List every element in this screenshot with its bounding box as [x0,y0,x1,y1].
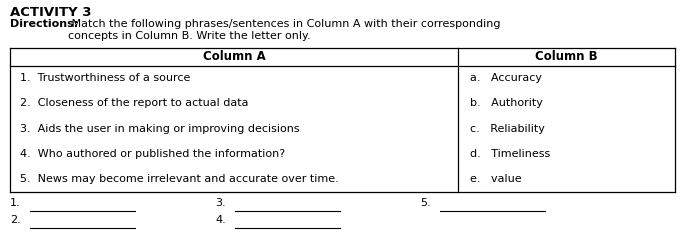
Text: 2.  Closeness of the report to actual data: 2. Closeness of the report to actual dat… [20,99,249,108]
Text: 1.: 1. [10,198,21,208]
Text: 5.: 5. [420,198,431,208]
Text: Column A: Column A [203,50,265,63]
Text: e.   value: e. value [470,174,521,184]
Text: b.   Authority: b. Authority [470,99,543,108]
Text: 1.  Trustworthiness of a source: 1. Trustworthiness of a source [20,73,190,83]
Text: 3.: 3. [215,198,225,208]
Text: 4.: 4. [215,215,226,225]
Text: 4.  Who authored or published the information?: 4. Who authored or published the informa… [20,149,285,159]
Text: ACTIVITY 3: ACTIVITY 3 [10,6,92,19]
Text: Match the following phrases/sentences in Column A with their corresponding
conce: Match the following phrases/sentences in… [68,19,500,41]
Text: a.   Accuracy: a. Accuracy [470,73,542,83]
Text: 2.: 2. [10,215,21,225]
Text: c.   Reliability: c. Reliability [470,124,545,134]
Text: 5.  News may become irrelevant and accurate over time.: 5. News may become irrelevant and accura… [20,174,339,184]
Text: d.   Timeliness: d. Timeliness [470,149,550,159]
Text: 3.  Aids the user in making or improving decisions: 3. Aids the user in making or improving … [20,124,299,134]
Text: Directions:: Directions: [10,19,78,29]
Text: Column B: Column B [535,50,598,63]
